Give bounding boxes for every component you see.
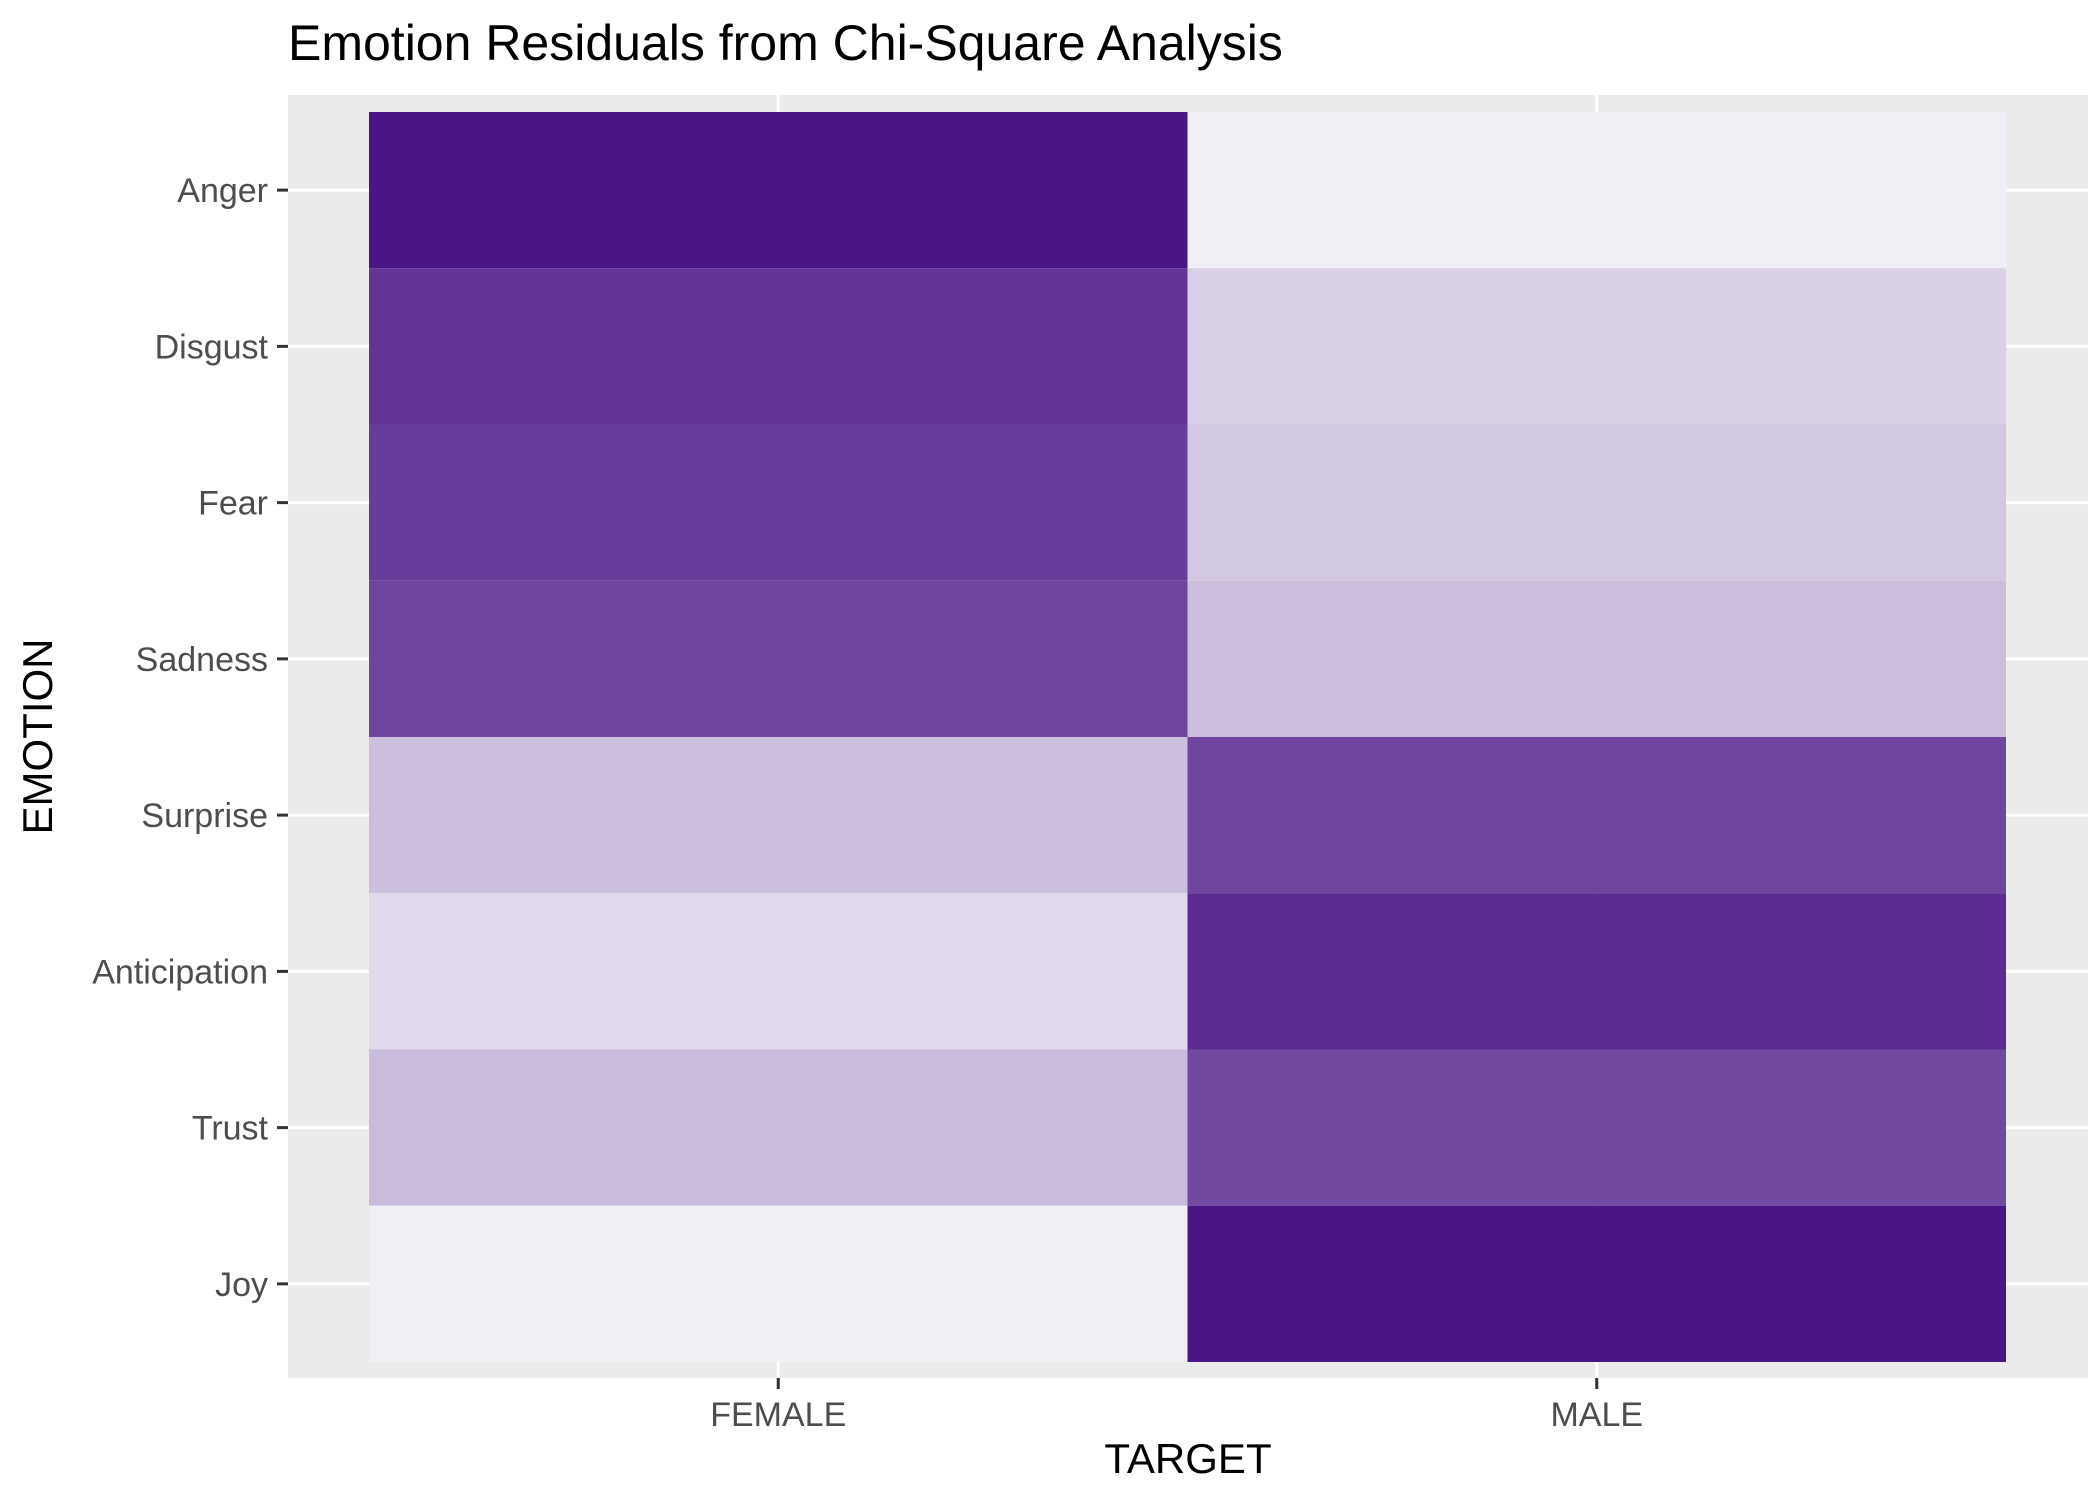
y-tick-label: Disgust	[155, 328, 269, 366]
x-tick-label: FEMALE	[710, 1396, 846, 1434]
tile-anger-female	[369, 112, 1188, 269]
y-axis-title: EMOTION	[14, 639, 61, 835]
y-tick-label: Trust	[192, 1110, 269, 1148]
tile-fear-male	[1187, 424, 2006, 581]
tile-sadness-female	[369, 580, 1188, 737]
tile-fear-female	[369, 424, 1188, 581]
y-tick-label: Joy	[215, 1266, 268, 1304]
y-axis-ticks: Anger Disgust Fear Sadness Surprise Anticipat…	[92, 172, 288, 1304]
tile-surprise-female	[369, 737, 1188, 894]
tile-trust-male	[1187, 1049, 2006, 1206]
x-axis-ticks: FEMALE MALE	[710, 1378, 1643, 1434]
y-tick-label: Anticipation	[92, 953, 268, 991]
chart-title: Emotion Residuals from Chi-Square Analys…	[288, 15, 1283, 71]
tile-joy-female	[369, 1205, 1188, 1362]
tile-trust-female	[369, 1049, 1188, 1206]
tile-surprise-male	[1187, 737, 2006, 894]
y-tick-label: Sadness	[136, 641, 268, 679]
y-tick-label: Anger	[177, 172, 268, 210]
y-tick-label: Surprise	[141, 797, 268, 835]
tile-anger-male	[1187, 112, 2006, 269]
tile-anticipation-female	[369, 893, 1188, 1050]
tile-disgust-female	[369, 268, 1188, 425]
tile-disgust-male	[1187, 268, 2006, 425]
tile-anticipation-male	[1187, 893, 2006, 1050]
tile-joy-male	[1187, 1205, 2006, 1362]
y-tick-label: Fear	[198, 485, 268, 523]
x-tick-label: MALE	[1550, 1396, 1643, 1434]
x-axis-title: TARGET	[1104, 1435, 1271, 1482]
tile-sadness-male	[1187, 580, 2006, 737]
heatmap-tiles	[369, 112, 2006, 1362]
